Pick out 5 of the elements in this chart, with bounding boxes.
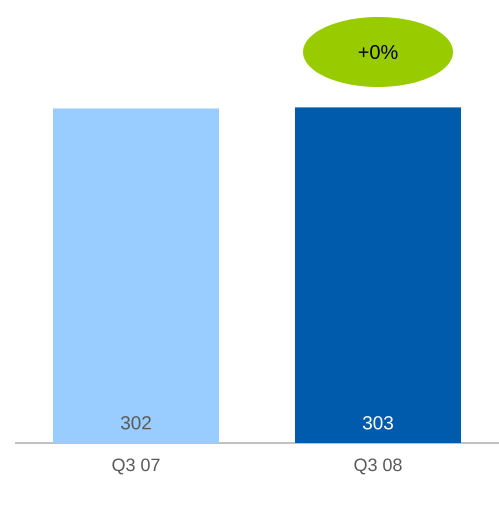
x-tick-label: Q3 07 xyxy=(112,458,160,474)
text: +0% xyxy=(358,44,398,60)
data-label: 302 xyxy=(120,416,151,430)
x-tick-label: Q3 08 xyxy=(354,458,402,474)
data-label: 303 xyxy=(362,416,393,430)
